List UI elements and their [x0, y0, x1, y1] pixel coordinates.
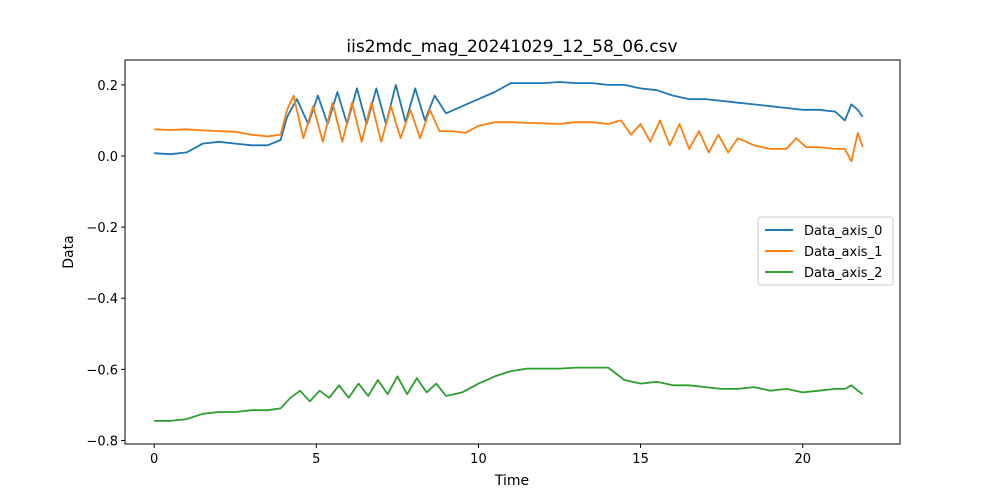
x-tick-label: 5 — [312, 452, 320, 467]
y-tick-label: 0.0 — [97, 150, 118, 165]
legend: Data_axis_0 Data_axis_1 Data_axis_2 — [757, 216, 894, 286]
legend-box — [757, 216, 894, 286]
series-line-0 — [154, 81, 864, 156]
y-tick-label: −0.6 — [86, 363, 118, 378]
chart-title: iis2mdc_mag_20241029_12_58_06.csv — [346, 37, 677, 57]
plot-frame — [124, 59, 901, 445]
x-axis: 0 5 10 15 20 — [150, 444, 811, 467]
legend-label-2: Data_axis_2 — [804, 266, 882, 281]
x-tick-label: 10 — [470, 452, 487, 467]
y-tick-label: −0.4 — [86, 292, 118, 307]
y-tick-label: −0.2 — [86, 221, 118, 236]
x-tick-label: 15 — [632, 452, 649, 467]
series-line-2 — [154, 366, 864, 422]
y-axis: −0.8 −0.6 −0.4 −0.2 0.0 0.2 — [86, 79, 125, 449]
x-tick-label: 0 — [150, 452, 158, 467]
y-axis-title: Data — [61, 235, 77, 268]
x-tick-label: 20 — [794, 452, 811, 467]
series-line-1 — [154, 94, 864, 163]
y-tick-label: 0.2 — [97, 79, 118, 94]
legend-label-0: Data_axis_0 — [804, 224, 882, 239]
y-tick-label: −0.8 — [86, 434, 118, 449]
series-layer — [154, 81, 864, 422]
x-axis-title: Time — [494, 473, 529, 489]
legend-label-1: Data_axis_1 — [804, 245, 882, 260]
